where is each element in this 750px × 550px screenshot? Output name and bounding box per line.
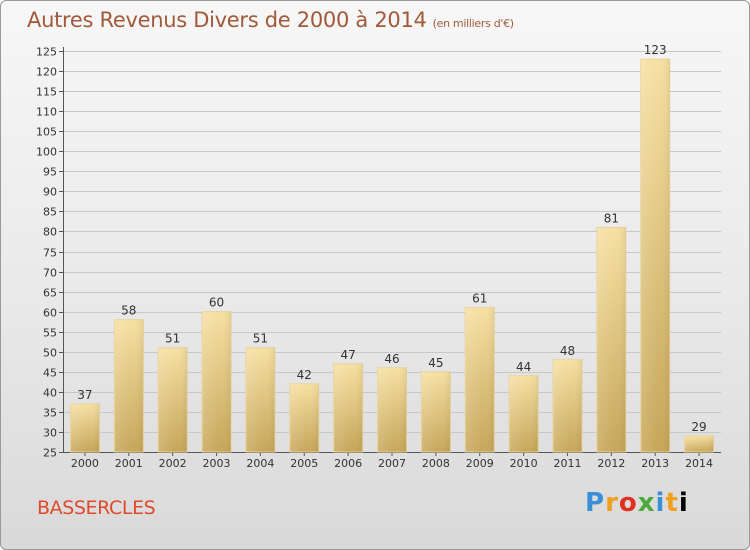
data-label: 46 [384,352,399,366]
data-label: 58 [121,304,136,318]
bar-shade [158,347,188,452]
bar-shade [509,375,539,452]
y-tick-label: 120 [36,66,57,79]
bar-shade [684,435,714,452]
data-label: 61 [472,292,487,306]
y-tick-label: 100 [36,146,57,159]
x-tick-label: 2014 [685,457,713,470]
x-tick-label: 2004 [246,457,274,470]
data-labels: 37 58 51 60 51 42 47 46 45 61 44 48 81 123 29 [77,43,706,434]
data-label: 47 [340,348,355,362]
x-tick-label: 2000 [71,457,99,470]
y-tick-label: 50 [43,347,57,360]
x-tick-label: 2008 [422,457,450,470]
data-label: 42 [297,368,312,382]
bar-shade [202,311,232,452]
y-tick-label: 115 [36,86,57,99]
data-label: 60 [209,296,224,310]
x-tick-label: 2013 [641,457,669,470]
bars [69,58,715,453]
y-tick-label: 35 [43,407,57,420]
chart-subtitle: (en milliers d'€) [432,17,514,30]
brand-logo-letter: x [637,488,656,518]
location-name: BASSERCLES [37,497,156,519]
bar-shade [70,403,100,452]
brand-logo-letter: r [605,488,619,518]
data-label: 51 [165,332,180,346]
chart-title: Autres Revenus Divers de 2000 à 2014 (en … [27,8,514,32]
bar-shade [377,367,407,452]
brand-logo-letter: i [655,488,666,518]
x-tick-label: 2010 [510,457,538,470]
y-tick-label: 75 [43,247,57,260]
bar-shade [421,371,451,452]
brand-logo-letter: P [585,488,606,518]
data-label: 51 [253,332,268,346]
x-tick-label: 2002 [159,457,187,470]
x-tick-label: 2003 [203,457,231,470]
x-tick-label: 2001 [115,457,143,470]
x-tick-label: 2005 [290,457,318,470]
bar-shade [333,363,363,452]
brand-logo-letter: t [665,488,679,518]
y-tick-label: 95 [43,166,57,179]
y-tick-label: 60 [43,307,57,320]
brand-logo-letter: o [618,488,638,518]
x-tick-label: 2006 [334,457,362,470]
y-tick-label: 40 [43,387,57,400]
y-tick-label: 90 [43,186,57,199]
bar-shade [640,59,670,453]
y-tick-label: 30 [43,427,57,440]
bar-shade [596,227,626,452]
y-tick-label: 85 [43,206,57,219]
x-tick-label: 2009 [466,457,494,470]
bar-shade [245,347,275,452]
data-label: 37 [77,388,92,402]
y-tick-label: 70 [43,267,57,280]
data-label: 29 [691,420,706,434]
bar-shade [114,319,144,452]
brand-logo: Proxiti [585,488,689,518]
data-label: 123 [644,43,667,57]
y-tick-label: 25 [43,447,57,460]
brand-logo-letter: i [678,488,689,518]
x-tick-label: 2011 [553,457,581,470]
chart-title-text: Autres Revenus Divers de 2000 à 2014 [27,8,427,32]
data-label: 81 [604,211,619,225]
y-tick-label: 80 [43,226,57,239]
data-label: 44 [516,360,531,374]
data-label: 45 [428,356,443,370]
y-tick-label: 125 [36,46,57,59]
bar-shade [289,383,319,452]
y-tick-label: 65 [43,287,57,300]
y-tick-label: 45 [43,367,57,380]
y-tick-label: 55 [43,327,57,340]
y-tick-label: 110 [36,106,57,119]
data-label: 48 [560,344,575,358]
y-tick-label: 105 [36,126,57,139]
x-tick-label: 2012 [597,457,625,470]
bar-shade [552,359,582,452]
x-tick-label: 2007 [378,457,406,470]
bar-shade [465,307,495,452]
